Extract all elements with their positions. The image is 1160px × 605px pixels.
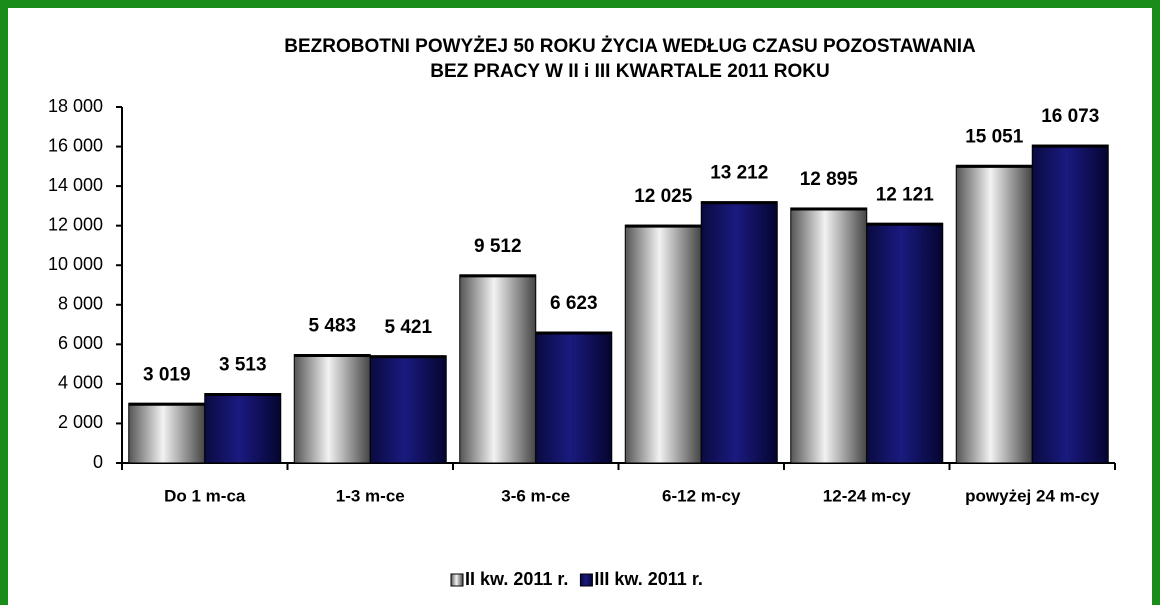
y-tick-label: 12 000 xyxy=(48,214,103,234)
y-tick-label: 6 000 xyxy=(58,333,103,353)
legend-swatch xyxy=(579,573,593,587)
value-label: 6 623 xyxy=(550,293,598,314)
bar xyxy=(700,201,778,464)
bar xyxy=(866,222,944,464)
x-tick-label: Do 1 m-ca xyxy=(164,486,246,505)
value-label: 16 073 xyxy=(1041,106,1099,127)
y-tick-label: 8 000 xyxy=(58,294,103,314)
chart-title: BEZROBOTNI POWYŻEJ 50 ROKU ŻYCIA WEDŁUG … xyxy=(284,36,976,57)
legend-label: II kw. 2011 r. xyxy=(465,569,568,589)
value-label: 9 512 xyxy=(474,236,522,257)
value-label: 3 019 xyxy=(143,364,191,385)
value-label: 12 025 xyxy=(634,186,693,207)
value-label: 5 483 xyxy=(308,316,356,337)
x-tick-label: 12-24 m-cy xyxy=(823,486,911,505)
value-label: 5 421 xyxy=(384,317,432,338)
bar xyxy=(369,355,447,464)
bar xyxy=(204,393,282,464)
y-tick-label: 4 000 xyxy=(58,373,103,393)
value-label: 12 895 xyxy=(800,169,859,190)
x-tick-label: powyżej 24 m-cy xyxy=(965,486,1100,505)
y-tick-label: 10 000 xyxy=(48,254,103,274)
y-tick-label: 16 000 xyxy=(48,135,103,155)
bar xyxy=(293,354,371,464)
bar xyxy=(128,402,206,464)
bar xyxy=(790,207,868,464)
x-tick-label: 6-12 m-cy xyxy=(662,486,741,505)
y-tick-label: 0 xyxy=(93,452,103,472)
legend-label: III kw. 2011 r. xyxy=(594,569,702,589)
value-label: 3 513 xyxy=(219,355,267,376)
value-label: 12 121 xyxy=(876,184,935,205)
bar xyxy=(624,224,702,464)
legend-swatch xyxy=(450,573,464,587)
y-tick-label: 18 000 xyxy=(48,96,103,116)
chart-subtitle: BEZ PRACY W II i III KWARTALE 2011 ROKU xyxy=(430,61,829,82)
x-tick-label: 1-3 m-ce xyxy=(336,486,405,505)
bar xyxy=(535,331,613,464)
bar xyxy=(459,274,537,464)
y-tick-label: 14 000 xyxy=(48,175,103,195)
bar xyxy=(1031,144,1109,464)
value-label: 13 212 xyxy=(710,163,768,184)
value-label: 15 051 xyxy=(965,126,1024,147)
y-tick-label: 2 000 xyxy=(58,412,103,432)
bar xyxy=(955,164,1033,464)
x-tick-label: 3-6 m-ce xyxy=(501,486,570,505)
